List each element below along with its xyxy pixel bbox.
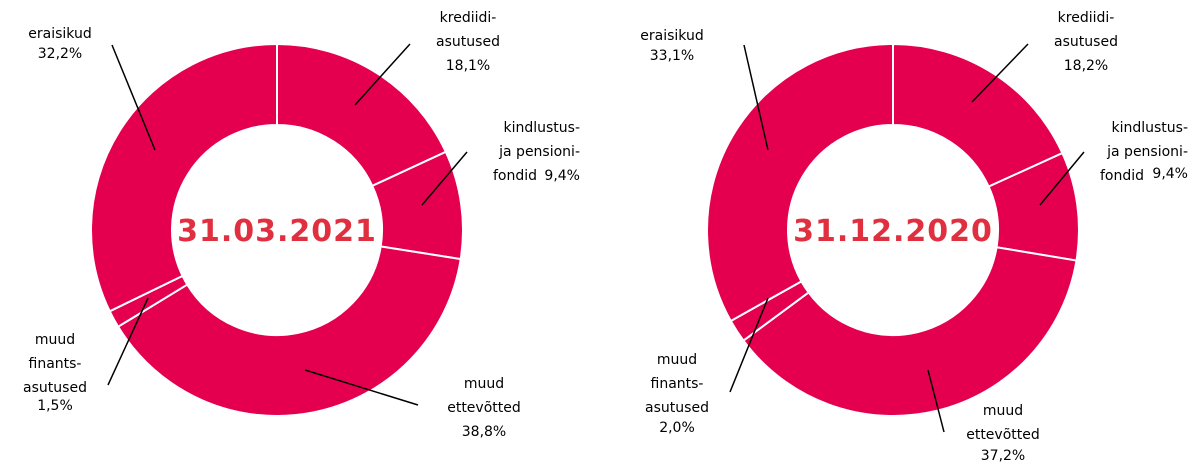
- value-label: 9,4%: [544, 168, 580, 184]
- leader-line: [927, 369, 945, 433]
- category-label: muud ettevõtted: [447, 376, 521, 416]
- leader-line: [743, 44, 769, 151]
- category-label: eraisikud: [28, 26, 91, 42]
- leader-line: [729, 297, 769, 393]
- leader-line: [1039, 151, 1085, 206]
- leader-line: [304, 369, 419, 406]
- value-label: 38,8%: [462, 424, 506, 440]
- category-label: krediidi-asutused: [436, 10, 500, 50]
- value-label: 33,1%: [650, 48, 694, 64]
- value-label: 2,0%: [659, 420, 695, 436]
- donut-slice: [276, 42, 448, 188]
- value-label: 18,1%: [446, 58, 490, 74]
- leader-line: [107, 297, 149, 386]
- center-title: 31.12.2020: [793, 214, 993, 249]
- value-label: 1,5%: [37, 398, 73, 414]
- category-label: muud finants-asutused: [645, 352, 709, 416]
- category-label: eraisikud: [640, 28, 703, 44]
- center-title: 31.03.2021: [177, 214, 377, 249]
- donut-slice: [742, 246, 1078, 417]
- category-label: kindlustus-ja pensioni-fondid: [493, 120, 580, 184]
- leader-line: [971, 43, 1029, 103]
- donut-slice: [706, 42, 894, 323]
- category-label: muud finants-asutused: [23, 332, 87, 396]
- leader-line: [354, 43, 411, 106]
- value-label: 18,2%: [1064, 58, 1108, 74]
- value-label: 9,4%: [1152, 166, 1188, 182]
- category-label: muud ettevõtted: [966, 403, 1040, 443]
- donut-slice: [90, 42, 278, 313]
- value-label: 32,2%: [38, 46, 82, 62]
- donut-slice: [116, 245, 462, 417]
- category-label: kindlustus-ja pensioni-fondid: [1100, 120, 1188, 184]
- leader-line: [111, 44, 156, 151]
- category-label: krediidi-asutused: [1054, 10, 1118, 50]
- value-label: 37,2%: [981, 448, 1025, 464]
- leader-line: [421, 151, 468, 206]
